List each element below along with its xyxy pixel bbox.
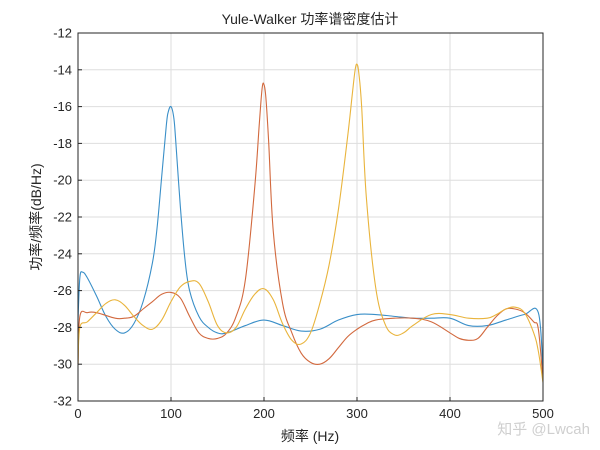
axis-ticks: 0 100 200 300 400 500 -32 -30 -28 -26 -24 -22 -20 -18… bbox=[53, 26, 554, 422]
series-group bbox=[77, 63, 544, 383]
x-tick-label: 0 bbox=[74, 406, 81, 421]
x-tick-label: 100 bbox=[160, 406, 182, 421]
x-tick-label: 300 bbox=[346, 406, 368, 421]
y-tick-label: -12 bbox=[53, 26, 72, 41]
chart-title: Yule-Walker 功率谱密度估计 bbox=[222, 11, 399, 27]
y-tick-label: -18 bbox=[53, 136, 72, 151]
y-tick-label: -26 bbox=[53, 283, 72, 298]
y-tick-label: -28 bbox=[53, 320, 72, 335]
y-tick-label: -14 bbox=[53, 62, 72, 77]
y-tick-label: -24 bbox=[53, 246, 72, 261]
x-tick-label: 400 bbox=[439, 406, 461, 421]
x-tick-label: 500 bbox=[532, 406, 554, 421]
y-tick-label: -16 bbox=[53, 99, 72, 114]
y-tick-label: -32 bbox=[53, 394, 72, 409]
series-line-2 bbox=[77, 82, 544, 381]
y-tick-label: -22 bbox=[53, 210, 72, 225]
watermark: 知乎 @Lwcah bbox=[497, 421, 590, 438]
y-axis-label: 功率/频率(dB/Hz) bbox=[28, 163, 44, 270]
x-tick-label: 200 bbox=[253, 406, 275, 421]
y-tick-label: -20 bbox=[53, 173, 72, 188]
x-axis-label: 频率 (Hz) bbox=[281, 428, 339, 444]
series-line-1 bbox=[77, 105, 544, 374]
y-tick-label: -30 bbox=[53, 357, 72, 372]
series-line-3 bbox=[77, 63, 544, 383]
